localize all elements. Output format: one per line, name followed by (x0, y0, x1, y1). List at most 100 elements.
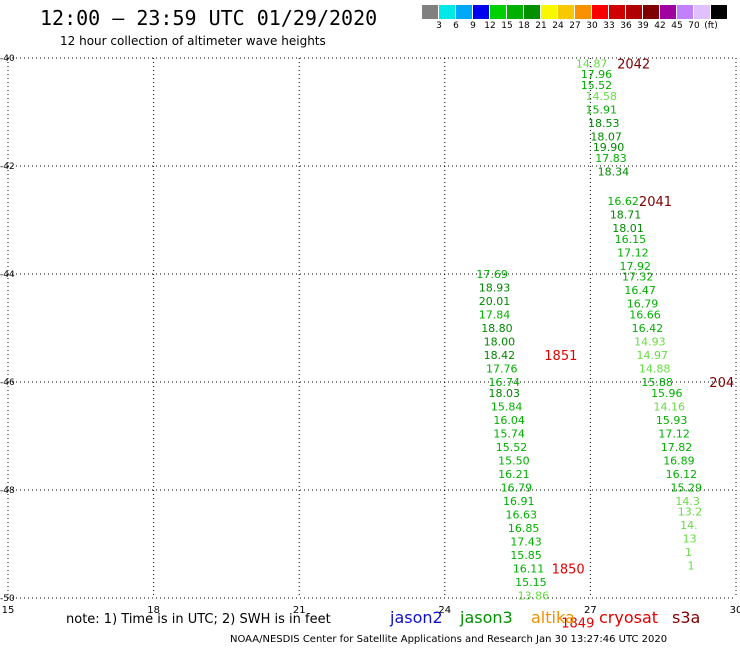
colorbar-swatch (643, 5, 659, 19)
colorbar-label: 15 (501, 21, 513, 31)
wave-height-label: 17.32 (622, 271, 654, 284)
x-tick-label: 15 (2, 605, 15, 616)
wave-height-label: 16.85 (508, 522, 539, 535)
y-tick-label: -46 (0, 378, 15, 388)
satellite-legend-jason3: jason3 (460, 608, 513, 627)
wave-height-label: 16.74 (488, 376, 519, 389)
y-tick-label: -44 (0, 270, 15, 280)
wave-height-label: 16.63 (505, 508, 537, 521)
wave-height-label: 16.66 (629, 309, 661, 322)
wave-height-label: 17.69 (476, 268, 508, 281)
colorbar-swatch (575, 5, 591, 19)
wave-height-label: 18.34 (598, 165, 630, 178)
wave-height-label: 14.16 (653, 400, 685, 413)
wave-height-label: 17.92 (620, 260, 652, 273)
colorbar-swatch (473, 5, 489, 19)
time-label: 1851 (544, 349, 577, 364)
time-label: 204 (709, 376, 734, 391)
wave-height-label: 13 (683, 533, 697, 546)
time-label: 1849 (561, 616, 594, 631)
wave-height-label: 17.43 (510, 535, 542, 548)
colorbar-label: 3 (436, 21, 442, 31)
colorbar-label: 36 (620, 21, 632, 31)
x-tick-label: 21 (293, 605, 306, 616)
wave-height-label: 14.88 (639, 363, 671, 376)
wave-height-label: 15.50 (498, 454, 529, 467)
wave-height-label: 18.71 (610, 209, 642, 222)
wave-height-label: 16.12 (666, 468, 698, 481)
wave-height-label: 15.52 (581, 79, 613, 92)
wave-height-label: 18.03 (488, 387, 519, 400)
axis-tick-labels: 15 18 21 24 27 30 -40 -42 -44 -46 -48 -50 (0, 54, 740, 616)
time-label: 1850 (552, 562, 585, 577)
credit-line: NOAA/NESDIS Center for Satellite Applica… (230, 634, 668, 645)
wave-height-label: 18.53 (588, 117, 620, 130)
wave-height-label: 14.3 (675, 495, 700, 508)
wave-height-label: 16.21 (498, 468, 529, 481)
colorbar-swatch (626, 5, 642, 19)
wave-height-label: 16.91 (503, 495, 535, 508)
wave-height-label: 15.88 (641, 376, 673, 389)
colorbar-label: 9 (470, 21, 476, 31)
colorbar-label: 33 (603, 21, 615, 31)
wave-height-label: 18.01 (612, 222, 644, 235)
wave-height-label: 1 (687, 560, 694, 573)
colorbar-swatch (422, 5, 438, 19)
wave-height-label: 16.04 (493, 414, 525, 427)
x-tick-label: 18 (147, 605, 160, 616)
wave-height-label: 19.90 (593, 141, 625, 154)
wave-height-label: 17.76 (486, 363, 518, 376)
wave-height-label: 18.93 (479, 282, 511, 295)
colorbar-label: 45 (671, 21, 683, 31)
x-tick-label: 27 (584, 605, 597, 616)
colorbar-swatch (677, 5, 693, 19)
colorbar-swatch (541, 5, 557, 19)
wave-height-label: 16.79 (501, 481, 533, 494)
page-title: 12:00 – 23:59 UTC 01/29/2020 (40, 6, 378, 30)
wave-height-label: 16.62 (607, 195, 639, 208)
wave-height-label: 16.42 (632, 322, 664, 335)
wave-height-label: 15.15 (515, 576, 547, 589)
wave-height-label: 16.47 (624, 284, 656, 297)
colorbar-label: 12 (484, 21, 496, 31)
time-label: 2041 (639, 195, 672, 210)
colorbar-label: 42 (654, 21, 666, 31)
wave-height-label: 17.96 (581, 68, 613, 81)
wave-height-label: 17.12 (617, 246, 649, 259)
x-tick-label: 24 (438, 605, 451, 616)
colorbar-swatch (456, 5, 472, 19)
colorbar-swatch (490, 5, 506, 19)
wave-height-label: 13.86 (518, 589, 550, 602)
colorbar-swatch (592, 5, 608, 19)
colorbar-swatch (609, 5, 625, 19)
y-tick-label: -50 (0, 594, 15, 604)
wave-height-label: 15.52 (496, 441, 528, 454)
page-subtitle: 12 hour collection of altimeter wave hei… (60, 34, 326, 48)
colorbar-label: 6 (453, 21, 459, 31)
wave-height-label: 15.85 (510, 549, 542, 562)
y-tick-label: -48 (0, 486, 15, 496)
time-labels: 2042 2041 204 1851 1850 1849 (544, 57, 734, 631)
satellite-legend-jason2: jason2 (390, 608, 443, 627)
colorbar-label: (ft) (704, 21, 718, 31)
wave-height-label: 17.12 (658, 427, 690, 440)
satellite-legend-altika: altika (531, 608, 575, 627)
colorbar-swatch (660, 5, 676, 19)
wave-height-label: 1 (685, 546, 692, 559)
wave-height-label: 16.11 (513, 562, 545, 575)
colorbar-swatch (558, 5, 574, 19)
wave-height-label: 15.93 (656, 414, 688, 427)
grid-lines (7, 57, 737, 599)
wave-height-label: 14. (680, 519, 698, 532)
colorbar-label: 21 (535, 21, 547, 31)
wave-height-label: 16.89 (663, 454, 695, 467)
x-tick-label: 30 (730, 605, 740, 616)
colorbar-swatch (711, 5, 727, 19)
wave-height-labels: 14.8717.9615.5214.5815.9118.5318.0719.90… (476, 57, 702, 602)
wave-height-label: 14.97 (637, 349, 669, 362)
wave-height-label: 14.87 (576, 57, 608, 70)
wave-height-label: 17.83 (595, 152, 627, 165)
wave-height-label: 16.79 (627, 298, 659, 311)
colorbar-swatch (507, 5, 523, 19)
